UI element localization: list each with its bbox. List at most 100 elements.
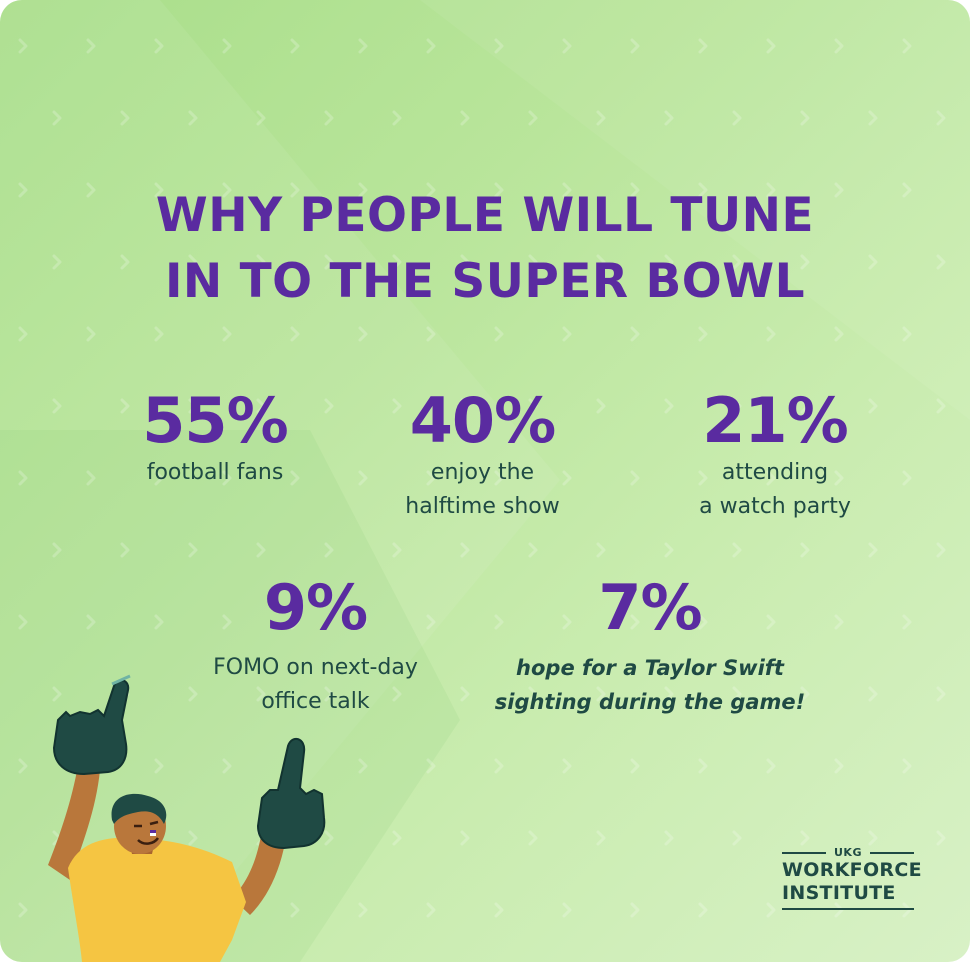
chevron-pattern-icon bbox=[52, 254, 62, 270]
chevron-pattern-icon bbox=[222, 326, 232, 342]
chevron-pattern-icon bbox=[800, 254, 810, 270]
chevron-pattern-icon bbox=[868, 686, 878, 702]
chevron-pattern-icon bbox=[222, 38, 232, 54]
chevron-pattern-icon bbox=[664, 254, 674, 270]
chevron-pattern-icon bbox=[426, 614, 436, 630]
chevron-pattern-icon bbox=[732, 542, 742, 558]
chevron-pattern-icon bbox=[324, 110, 334, 126]
chevron-pattern-icon bbox=[766, 182, 776, 198]
chevron-pattern-icon bbox=[256, 110, 266, 126]
chevron-pattern-icon bbox=[18, 182, 28, 198]
chevron-pattern-icon bbox=[86, 38, 96, 54]
chevron-pattern-icon bbox=[868, 398, 878, 414]
chevron-pattern-icon bbox=[902, 902, 912, 918]
chevron-pattern-icon bbox=[528, 398, 538, 414]
chevron-pattern-icon bbox=[290, 326, 300, 342]
chevron-pattern-icon bbox=[562, 182, 572, 198]
stat-football-fans: 55% football fans bbox=[80, 386, 350, 490]
chevron-pattern-icon bbox=[936, 830, 946, 846]
chevron-pattern-icon bbox=[494, 758, 504, 774]
stat-value: 40% bbox=[409, 384, 556, 457]
chevron-pattern-icon bbox=[562, 470, 572, 486]
chevron-pattern-icon bbox=[596, 398, 606, 414]
chevron-pattern-icon bbox=[154, 326, 164, 342]
chevron-pattern-icon bbox=[52, 686, 62, 702]
chevron-pattern-icon bbox=[664, 398, 674, 414]
chevron-pattern-icon bbox=[460, 686, 470, 702]
chevron-pattern-icon bbox=[800, 110, 810, 126]
chevron-pattern-icon bbox=[732, 830, 742, 846]
chevron-pattern-icon bbox=[698, 326, 708, 342]
chevron-pattern-icon bbox=[426, 470, 436, 486]
chevron-pattern-icon bbox=[936, 398, 946, 414]
chevron-pattern-icon bbox=[494, 902, 504, 918]
chevron-pattern-icon bbox=[426, 902, 436, 918]
chevron-pattern-icon bbox=[698, 758, 708, 774]
stat-value: 7% bbox=[598, 571, 702, 644]
logo-brand: UKG bbox=[834, 846, 862, 859]
chevron-pattern-icon bbox=[120, 542, 130, 558]
chevron-pattern-icon bbox=[188, 254, 198, 270]
chevron-pattern-icon bbox=[800, 398, 810, 414]
chevron-pattern-icon bbox=[494, 614, 504, 630]
chevron-pattern-icon bbox=[834, 758, 844, 774]
chevron-pattern-icon bbox=[52, 398, 62, 414]
fan-illustration bbox=[48, 674, 326, 962]
chevron-pattern-icon bbox=[494, 326, 504, 342]
chevron-pattern-icon bbox=[562, 614, 572, 630]
chevron-pattern-icon bbox=[936, 542, 946, 558]
chevron-pattern-icon bbox=[936, 110, 946, 126]
chevron-pattern-icon bbox=[18, 38, 28, 54]
chevron-pattern-icon bbox=[86, 470, 96, 486]
chevron-pattern-icon bbox=[358, 182, 368, 198]
chevron-pattern-icon bbox=[494, 38, 504, 54]
chevron-pattern-icon bbox=[630, 182, 640, 198]
chevron-pattern-icon bbox=[188, 830, 198, 846]
chevron-pattern-icon bbox=[596, 110, 606, 126]
chevron-pattern-icon bbox=[256, 254, 266, 270]
chevron-pattern-icon bbox=[324, 254, 334, 270]
chevron-pattern-icon bbox=[120, 398, 130, 414]
chevron-pattern-icon bbox=[562, 758, 572, 774]
stat-label: FOMO on next-day office talk bbox=[213, 655, 418, 714]
chevron-pattern-icon bbox=[494, 182, 504, 198]
chevron-pattern-icon bbox=[324, 686, 334, 702]
chevron-pattern-icon bbox=[392, 686, 402, 702]
chevron-pattern-icon bbox=[120, 254, 130, 270]
chevron-pattern-icon bbox=[290, 470, 300, 486]
chevron-pattern-icon bbox=[392, 110, 402, 126]
chevron-pattern-icon bbox=[800, 830, 810, 846]
chevron-pattern-icon bbox=[392, 830, 402, 846]
chevron-pattern-icon bbox=[596, 686, 606, 702]
stat-label: football fans bbox=[146, 460, 284, 485]
chevron-pattern-icon bbox=[664, 110, 674, 126]
chevron-pattern-icon bbox=[222, 614, 232, 630]
chevron-pattern-icon bbox=[630, 758, 640, 774]
chevron-pattern-icon bbox=[154, 182, 164, 198]
chevron-pattern-icon bbox=[562, 38, 572, 54]
chevron-pattern-icon bbox=[120, 110, 130, 126]
chevron-pattern-icon bbox=[698, 614, 708, 630]
chevron-pattern-icon bbox=[18, 614, 28, 630]
chevron-pattern-icon bbox=[562, 902, 572, 918]
chevron-pattern-icon bbox=[902, 758, 912, 774]
chevron-pattern-icon bbox=[732, 254, 742, 270]
chevron-pattern-icon bbox=[528, 542, 538, 558]
chevron-pattern-icon bbox=[86, 182, 96, 198]
chevron-pattern-icon bbox=[834, 902, 844, 918]
chevron-pattern-icon bbox=[188, 398, 198, 414]
chevron-pattern-icon bbox=[358, 758, 368, 774]
stat-watch-party: 21% attending a watch party bbox=[640, 386, 910, 524]
chevron-pattern-icon bbox=[766, 902, 776, 918]
chevron-pattern-icon bbox=[664, 542, 674, 558]
chevron-pattern-icon bbox=[868, 830, 878, 846]
chevron-pattern-icon bbox=[460, 542, 470, 558]
chevron-pattern-icon bbox=[528, 110, 538, 126]
chevron-pattern-icon bbox=[664, 686, 674, 702]
chevron-pattern-icon bbox=[154, 758, 164, 774]
stat-label: enjoy the halftime show bbox=[405, 460, 560, 519]
chevron-pattern-icon bbox=[154, 614, 164, 630]
chevron-pattern-icon bbox=[766, 38, 776, 54]
chevron-pattern-icon bbox=[392, 254, 402, 270]
